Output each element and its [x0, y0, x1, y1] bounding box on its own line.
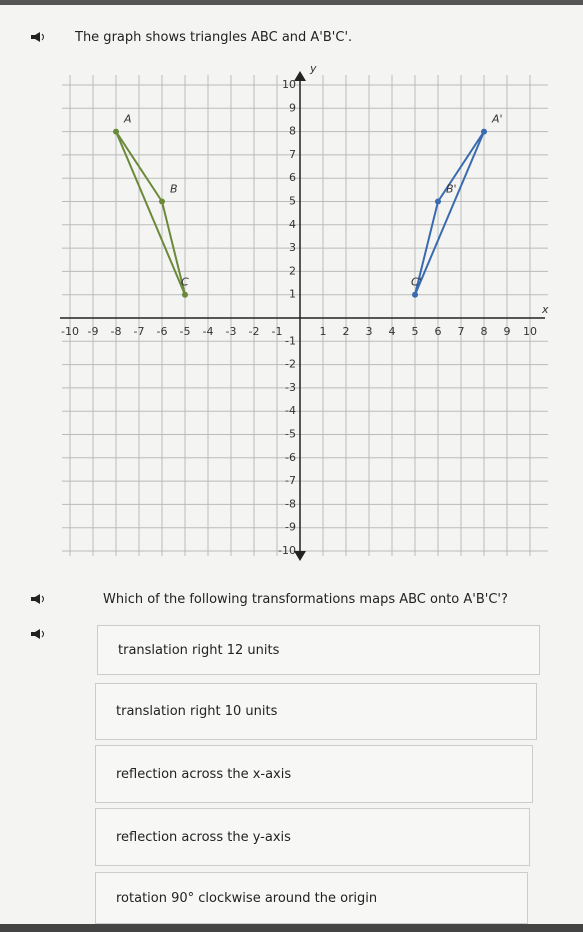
y-axis-label: y — [309, 62, 317, 75]
y-tick-label: 10 — [282, 78, 296, 91]
y-tick-label: -10 — [278, 544, 296, 557]
y-tick-label: 4 — [289, 218, 296, 231]
x-tick-label: 4 — [389, 325, 396, 338]
y-tick-label: -2 — [285, 358, 296, 371]
x-tick-label: -6 — [157, 325, 168, 338]
speaker-icon[interactable] — [30, 31, 46, 43]
triangle — [414, 131, 485, 296]
y-tick-label: 3 — [289, 241, 296, 254]
vertex-label: A — [123, 113, 132, 126]
answer-option[interactable]: rotation 90° clockwise around the origin — [95, 872, 528, 924]
x-axis-label: x — [541, 303, 549, 316]
y-tick-label: 2 — [289, 264, 296, 277]
vertex — [113, 128, 119, 135]
arrow — [294, 71, 306, 81]
speaker-icon[interactable] — [30, 628, 46, 640]
y-tick-label: -9 — [285, 521, 296, 534]
x-tick-label: 7 — [458, 325, 465, 338]
speaker-icon[interactable] — [30, 593, 46, 605]
y-tick-label: -5 — [285, 428, 296, 441]
answer-option[interactable]: reflection across the x-axis — [95, 745, 533, 803]
x-tick-label: -5 — [180, 325, 191, 338]
x-tick-label: -9 — [88, 325, 99, 338]
vertex-label: C' — [411, 276, 422, 289]
x-tick-label: -4 — [203, 325, 214, 338]
vertex — [412, 291, 418, 298]
y-tick-label: 6 — [289, 171, 296, 184]
answer-option[interactable]: reflection across the y-axis — [95, 808, 530, 866]
x-tick-label: -7 — [134, 325, 145, 338]
vertex-label: C — [181, 276, 189, 289]
answer-option[interactable]: translation right 12 units — [97, 625, 540, 675]
y-tick-label: 9 — [289, 101, 296, 114]
x-tick-label: 5 — [412, 325, 419, 338]
x-tick-label: -3 — [226, 325, 237, 338]
x-tick-label: 3 — [366, 325, 373, 338]
top-bar — [0, 0, 583, 5]
y-tick-label: 7 — [289, 148, 296, 161]
triangle — [115, 131, 186, 296]
bottom-bar — [0, 924, 583, 932]
vertex — [182, 291, 188, 298]
x-tick-label: 9 — [504, 325, 511, 338]
vertex — [435, 198, 441, 205]
y-tick-label: -6 — [285, 451, 296, 464]
y-tick-label: 1 — [289, 288, 296, 301]
y-tick-label: -3 — [285, 381, 296, 394]
vertex-label: B' — [446, 183, 457, 196]
x-tick-label: -1 — [272, 325, 283, 338]
x-tick-label: -8 — [111, 325, 122, 338]
x-tick-label: 1 — [320, 325, 327, 338]
question-text: Which of the following transformations m… — [103, 592, 508, 607]
answer-option[interactable]: translation right 10 units — [95, 683, 537, 740]
x-tick-label: 8 — [481, 325, 488, 338]
vertex-label: A' — [491, 113, 503, 126]
y-tick-label: -4 — [285, 404, 296, 417]
graph: -10 -9 -8 -7 -6 -5 -4 -3 -2 -1 1 2 3 4 5 6 7 8 9 10-10-9-8-… — [60, 62, 549, 561]
x-tick-label: -2 — [249, 325, 260, 338]
y-tick-label: 8 — [289, 125, 296, 138]
y-tick-label: -8 — [285, 497, 296, 510]
arrow — [294, 551, 306, 561]
vertex — [159, 198, 165, 205]
x-tick-label: 2 — [343, 325, 350, 338]
x-tick-label: -10 — [61, 325, 79, 338]
header-text: The graph shows triangles ABC and A'B'C'… — [75, 30, 353, 45]
y-tick-label: 5 — [289, 195, 296, 208]
x-tick-label: 6 — [435, 325, 442, 338]
y-tick-label: -7 — [285, 474, 296, 487]
vertex — [481, 128, 487, 135]
y-tick-label: -1 — [285, 334, 296, 347]
x-tick-label: 10 — [523, 325, 537, 338]
vertex-label: B — [170, 183, 178, 196]
